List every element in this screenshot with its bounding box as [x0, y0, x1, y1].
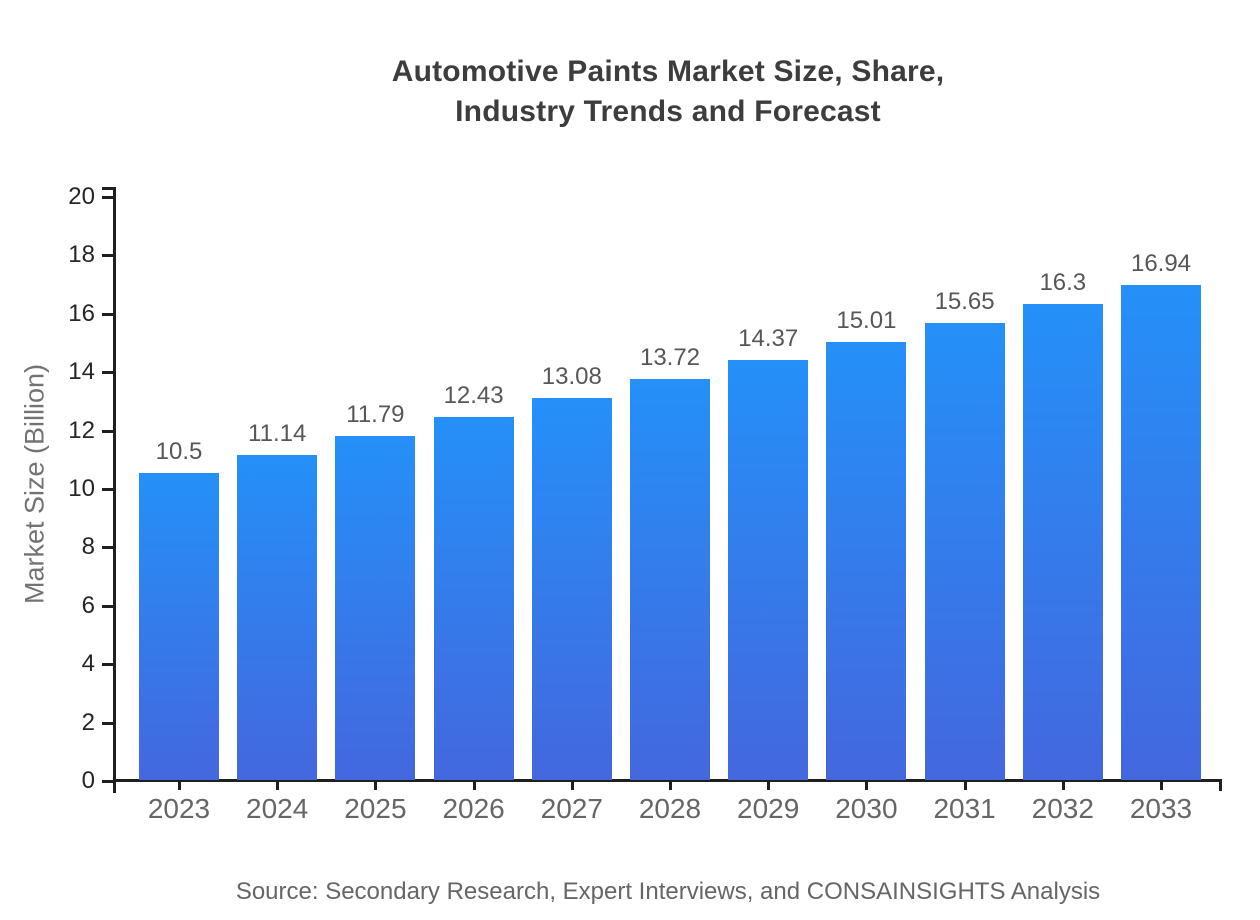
y-tick-label: 18	[68, 241, 95, 269]
x-tick-label: 2023	[147, 793, 211, 824]
y-tick-mark	[102, 488, 113, 491]
y-tick-mark	[102, 254, 113, 258]
y-tick-mark	[102, 371, 113, 375]
bar-value-label: 15.65	[934, 288, 995, 316]
bar	[630, 379, 710, 780]
x-axis-line	[113, 779, 1222, 782]
y-tick-mark	[102, 546, 113, 550]
y-tick-mark	[102, 663, 113, 667]
y-tick-label: 6	[81, 591, 95, 619]
x-tick-mark	[669, 781, 672, 790]
bar-value-label: 14.37	[738, 325, 799, 353]
y-tick-mark	[102, 604, 113, 608]
x-tick-label: 2029	[737, 793, 800, 824]
x-tick-label: 2028	[638, 793, 702, 824]
source-note: Source: Secondary Research, Expert Inter…	[235, 878, 1101, 905]
bar	[728, 360, 809, 780]
bar-value-label: 13.08	[541, 363, 602, 391]
bar-value-label: 11.14	[248, 419, 307, 447]
x-axis-right-endcap	[1219, 781, 1222, 791]
x-tick-label: 2024	[246, 793, 309, 824]
bar	[924, 323, 1005, 780]
bar	[237, 454, 318, 780]
x-tick-mark	[570, 781, 574, 790]
chart-title: Automotive Paints Market Size, Share, In…	[113, 52, 1223, 132]
bar	[531, 398, 612, 780]
y-tick-mark	[102, 780, 113, 783]
bar	[139, 473, 219, 780]
bar	[1022, 304, 1103, 780]
x-tick-mark	[374, 781, 378, 790]
bar-value-label: 16.3	[1039, 269, 1087, 297]
x-tick-label: 2032	[1031, 793, 1094, 824]
y-axis-endcap	[102, 187, 113, 190]
bar	[826, 341, 907, 780]
x-tick-label: 2031	[933, 793, 996, 824]
bar	[1121, 285, 1201, 780]
y-tick-label: 4	[81, 650, 95, 678]
x-tick-label: 2027	[540, 793, 603, 824]
chart-title-line2: Industry Trends and Forecast	[455, 95, 881, 128]
y-tick-label: 14	[68, 358, 95, 386]
y-tick-label: 20	[68, 183, 95, 210]
bar	[335, 435, 416, 780]
y-tick-label: 12	[68, 416, 95, 444]
bar-value-label: 11.79	[346, 400, 405, 428]
y-tick-mark	[102, 196, 113, 199]
x-tick-mark	[178, 781, 181, 790]
x-tick-mark	[865, 781, 869, 790]
bar-value-label: 16.94	[1130, 250, 1192, 278]
x-tick-mark	[963, 781, 967, 790]
plot-area: 0 2 4 6 8 10 12 14 16 18 20 10.5 2023 11.14 2024 11.79 2…	[68, 183, 1222, 824]
y-tick-label: 8	[81, 533, 95, 561]
bar-value-label: 10.5	[155, 438, 203, 466]
x-tick-mark	[767, 781, 771, 790]
y-tick-label: 10	[68, 475, 95, 502]
y-tick-mark	[102, 429, 113, 433]
x-tick-label: 2026	[442, 793, 505, 824]
x-axis-left-endcap	[113, 781, 116, 791]
x-tick-mark	[276, 781, 280, 790]
y-tick-label: 2	[81, 708, 95, 736]
bar-value-label: 15.01	[836, 306, 897, 334]
y-axis-line	[113, 187, 116, 793]
y-tick-mark	[102, 312, 113, 316]
x-tick-label: 2030	[835, 793, 898, 824]
chart-title-line1: Automotive Paints Market Size, Share,	[391, 55, 945, 88]
x-tick-label: 2025	[344, 793, 407, 824]
y-tick-label: 16	[68, 299, 95, 327]
x-tick-mark	[1160, 781, 1163, 790]
x-tick-mark	[1061, 781, 1065, 790]
bar	[433, 417, 514, 780]
x-tick-mark	[472, 781, 476, 790]
bar-value-label: 13.72	[639, 344, 701, 372]
y-tick-label: 0	[81, 767, 95, 794]
x-tick-label: 2033	[1129, 793, 1193, 824]
bar-value-label: 12.43	[443, 382, 504, 410]
y-tick-mark	[102, 721, 113, 725]
